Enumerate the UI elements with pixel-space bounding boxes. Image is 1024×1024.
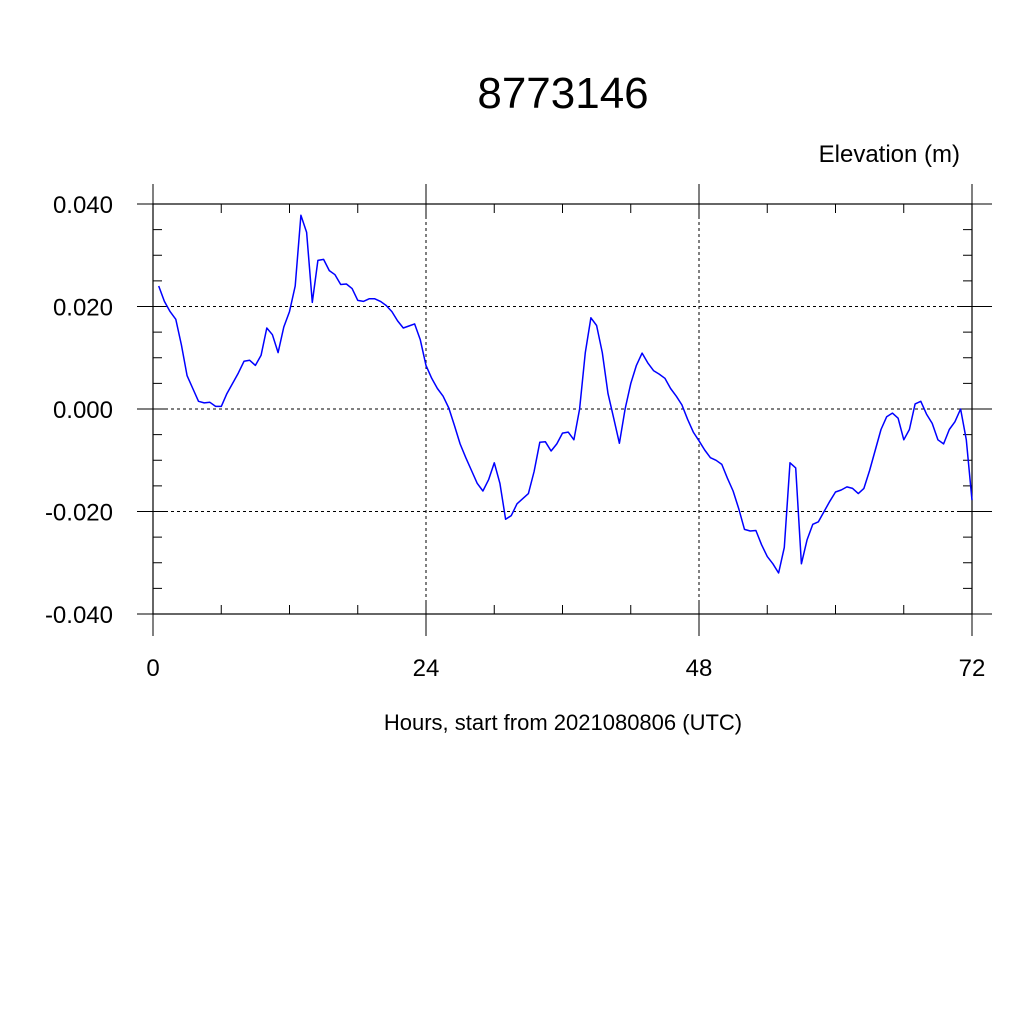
axes: [137, 184, 992, 636]
chart-title: 8773146: [477, 69, 648, 118]
tick-labels: -0.040 -0.020 0.000 0.020 0.040 0 24 48 72: [45, 192, 985, 682]
grid-lines: [152, 203, 973, 615]
y-tick-label: 0.020: [53, 295, 113, 322]
y-axis-label: Elevation (m): [819, 141, 960, 168]
series-layer: [157, 214, 973, 574]
y-tick-label: 0.040: [53, 192, 113, 219]
x-tick-label: 0: [146, 655, 159, 682]
y-tick-label: -0.040: [45, 602, 113, 629]
x-axis-label: Hours, start from 2021080806 (UTC): [384, 710, 742, 735]
y-tick-label: 0.000: [53, 397, 113, 424]
x-tick-label: 24: [413, 655, 440, 682]
series-line: [157, 214, 973, 574]
x-tick-label: 48: [686, 655, 713, 682]
x-tick-label: 72: [959, 655, 986, 682]
y-tick-label: -0.020: [45, 500, 113, 527]
